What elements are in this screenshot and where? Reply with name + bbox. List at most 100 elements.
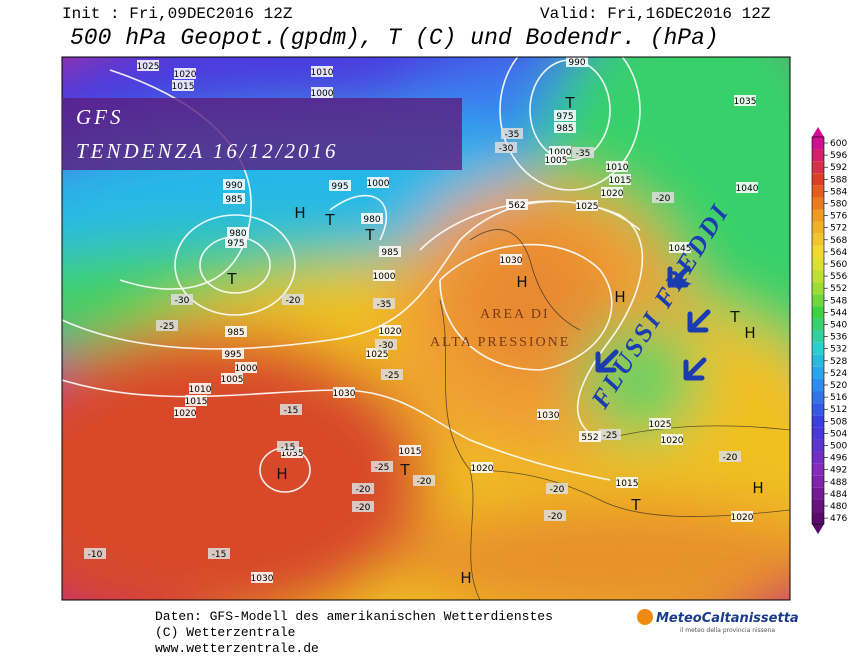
pressure-center: T bbox=[324, 211, 335, 229]
pressure-label: 1025 bbox=[649, 420, 672, 430]
annotation: ALTA PRESSIONE bbox=[430, 335, 570, 350]
colorbar-segment bbox=[812, 197, 824, 210]
label-box bbox=[554, 122, 576, 133]
colorbar-segment bbox=[812, 173, 824, 186]
pressure-label: 1010 bbox=[189, 385, 212, 395]
colorbar-segment bbox=[812, 487, 824, 500]
label-box bbox=[373, 298, 395, 309]
label-box bbox=[652, 192, 674, 203]
pressure-label: 1000 bbox=[235, 364, 258, 374]
colorbar-label: 528 bbox=[830, 357, 847, 367]
pressure-label: 995 bbox=[224, 350, 241, 360]
label-box bbox=[616, 477, 638, 488]
temperature-label: -30 bbox=[379, 341, 394, 351]
temperature-label: -10 bbox=[88, 550, 103, 560]
colorbar-segment bbox=[812, 221, 824, 234]
label-box bbox=[222, 348, 244, 359]
pressure-label: 1025 bbox=[137, 62, 160, 72]
label-box bbox=[84, 548, 106, 559]
pressure-label: 985 bbox=[556, 124, 573, 134]
colorbar-label: 584 bbox=[830, 187, 847, 197]
colorbar-segment bbox=[812, 318, 824, 331]
colorbar-label: 524 bbox=[830, 369, 847, 379]
pressure-label: 1020 bbox=[379, 327, 402, 337]
label-box bbox=[554, 110, 576, 121]
overlay-line: GFS bbox=[76, 105, 124, 129]
valid-time: Valid: Fri,16DEC2016 12Z bbox=[540, 5, 771, 23]
label-box bbox=[495, 142, 517, 153]
label-box bbox=[189, 383, 211, 394]
pressure-center: H bbox=[460, 569, 471, 587]
pressure-center: T bbox=[226, 270, 237, 288]
logo-icon bbox=[637, 609, 653, 625]
temperature-label: -20 bbox=[417, 477, 432, 487]
colorbar-segment bbox=[812, 149, 824, 162]
colorbar-label: 504 bbox=[830, 429, 847, 439]
pressure-label: 1030 bbox=[251, 574, 274, 584]
label-box bbox=[546, 483, 568, 494]
temperature-label: -35 bbox=[505, 130, 520, 140]
label-box bbox=[399, 445, 421, 456]
colorbar-label: 596 bbox=[830, 151, 847, 161]
label-box bbox=[500, 254, 522, 265]
label-box bbox=[549, 146, 571, 157]
pressure-label: 1020 bbox=[731, 513, 754, 523]
label-box bbox=[375, 339, 397, 350]
colorbar-label: 592 bbox=[830, 163, 847, 173]
colorbar-segment bbox=[812, 354, 824, 367]
temperature-label: -30 bbox=[175, 296, 190, 306]
pressure-label: 1010 bbox=[606, 163, 629, 173]
pressure-center: H bbox=[294, 204, 305, 222]
pressure-label: 1035 bbox=[734, 97, 757, 107]
label-box bbox=[736, 182, 758, 193]
label-box bbox=[174, 407, 196, 418]
colorbar-label: 536 bbox=[830, 333, 847, 343]
label-box bbox=[311, 87, 333, 98]
temperature-label: -30 bbox=[499, 144, 514, 154]
label-box bbox=[329, 180, 351, 191]
label-box bbox=[352, 483, 374, 494]
colorbar-label: 548 bbox=[830, 296, 847, 306]
pressure-label: 1000 bbox=[367, 179, 390, 189]
label-box bbox=[311, 66, 333, 77]
pressure-label: 1015 bbox=[172, 82, 195, 92]
pressure-label: 985 bbox=[381, 248, 398, 258]
colorbar-cap bbox=[812, 524, 824, 535]
label-box bbox=[235, 362, 257, 373]
label-box bbox=[599, 429, 621, 440]
footer-line: (C) Wetterzentrale bbox=[155, 625, 295, 640]
label-box bbox=[661, 434, 683, 445]
label-box bbox=[537, 409, 559, 420]
pressure-label: 1025 bbox=[366, 350, 389, 360]
pressure-label: 975 bbox=[227, 239, 244, 249]
temperature-label: -20 bbox=[356, 485, 371, 495]
temperature-label: -15 bbox=[281, 443, 296, 453]
colorbar-segment bbox=[812, 403, 824, 416]
colorbar-segment bbox=[812, 439, 824, 452]
temperature-label: -35 bbox=[377, 300, 392, 310]
label-box bbox=[731, 511, 753, 522]
colorbar-cap bbox=[812, 126, 824, 137]
label-box bbox=[171, 294, 193, 305]
pressure-center: T bbox=[399, 461, 410, 479]
colorbar-segment bbox=[812, 136, 824, 150]
pressure-label: 552 bbox=[581, 433, 598, 443]
label-box bbox=[579, 431, 601, 442]
colorbar-segment bbox=[812, 306, 824, 319]
label-box bbox=[601, 187, 623, 198]
pressure-label: 1000 bbox=[311, 89, 334, 99]
temperature-label: -25 bbox=[160, 322, 175, 332]
label-box bbox=[174, 68, 196, 79]
colorbar-segment bbox=[812, 451, 824, 464]
colorbar: 600 596 592 588 584 580 576 572 568 564 560 556 552 5… bbox=[811, 126, 847, 535]
label-box bbox=[379, 325, 401, 336]
pressure-label: 1035 bbox=[281, 449, 304, 459]
colorbar-segment bbox=[812, 475, 824, 488]
colorbar-segment bbox=[812, 391, 824, 404]
pressure-center: H bbox=[614, 288, 625, 306]
label-box bbox=[225, 326, 247, 337]
label-box bbox=[501, 128, 523, 139]
pressure-label: 1005 bbox=[221, 375, 244, 385]
label-box bbox=[471, 462, 493, 473]
